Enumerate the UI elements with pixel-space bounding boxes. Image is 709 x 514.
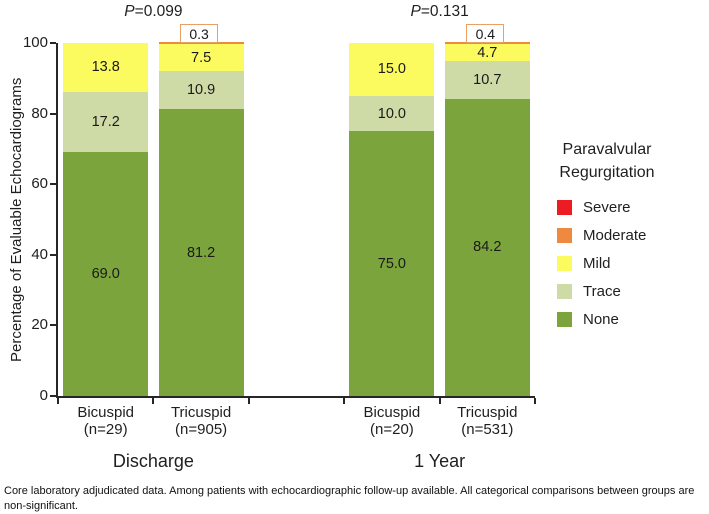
y-tick-mark — [50, 183, 56, 186]
legend-swatch-trace — [557, 283, 572, 299]
legend-label-moderate: Moderate — [583, 226, 647, 244]
bar-segment-none — [444, 98, 530, 396]
bar-category-label: Tricuspid (n=905) — [146, 404, 256, 438]
p-value-label: P=0.131 — [410, 3, 469, 20]
y-axis-line — [56, 43, 58, 398]
y-tick-mark — [50, 395, 56, 397]
moderate-value-box: 0.4 — [466, 24, 505, 43]
bar-segment-mild — [63, 43, 149, 92]
segment-value-label: 75.0 — [377, 255, 406, 272]
p-value-label: P=0.099 — [124, 3, 183, 20]
legend-item-mild: Mild — [543, 249, 671, 277]
valve-type-label: Tricuspid — [457, 404, 518, 421]
y-tick-label: 40 — [31, 245, 48, 263]
x-tick-mark — [247, 398, 250, 404]
y-tick-label: 60 — [31, 175, 48, 193]
valve-type-label: Bicuspid — [363, 404, 421, 421]
x-tick-mark — [438, 398, 441, 404]
segment-value-label: 13.8 — [91, 59, 120, 76]
legend-title-line1: Paravalvular — [562, 141, 652, 158]
segment-value-label: 69.0 — [91, 266, 120, 283]
valve-type-label: Bicuspid — [77, 404, 135, 421]
segment-value-label: 10.7 — [473, 71, 502, 88]
valve-type-label: Tricuspid — [170, 404, 232, 421]
y-tick-label: 20 — [31, 316, 48, 334]
segment-value-label: 7.5 — [191, 49, 212, 66]
legend-label-mild: Mild — [583, 254, 611, 272]
footnote-line1: Core laboratory adjudicated data. Among … — [4, 485, 695, 497]
segment-value-label: 4.7 — [477, 44, 498, 61]
legend-swatch-none — [557, 311, 572, 327]
segment-value-label: 81.2 — [186, 244, 216, 261]
segment-value-label: 10.9 — [186, 82, 216, 99]
p-italic: P — [124, 3, 135, 20]
bar-segment-moderate — [444, 42, 530, 45]
timepoint-group-label: 1 Year — [414, 451, 466, 471]
y-tick-mark — [50, 324, 56, 327]
bar-segment-mild — [349, 43, 435, 96]
x-tick-mark — [152, 398, 155, 404]
sample-size-label: (n=905) — [175, 421, 228, 438]
legend-item-moderate: Moderate — [543, 221, 671, 249]
legend-label-none: None — [583, 310, 619, 328]
y-tick-label: 100 — [22, 34, 48, 51]
y-tick-label: 80 — [31, 104, 48, 122]
legend-label-severe: Severe — [583, 198, 631, 216]
y-tick-mark — [50, 42, 56, 44]
timepoint-group-label: Discharge — [112, 451, 194, 471]
legend: Paravalvular Regurgitation Severe Moderat… — [543, 138, 671, 333]
segment-value-label: 84.2 — [473, 239, 502, 256]
footnote-line2: non-significant. — [4, 500, 78, 512]
x-axis-line — [56, 396, 535, 398]
bar-segment-mild — [158, 44, 244, 71]
bar-segment-trace — [444, 61, 530, 99]
bar-segment-none — [349, 131, 435, 396]
segment-value-label: 15.0 — [377, 61, 406, 78]
segment-value-label: 17.2 — [91, 114, 120, 131]
bar-segment-trace — [349, 95, 435, 132]
bar-segment-none — [158, 109, 244, 396]
y-tick-mark — [50, 112, 56, 115]
y-tick-label: 0 — [39, 387, 48, 404]
legend-swatch-mild — [557, 255, 572, 271]
legend-label-trace: Trace — [583, 282, 621, 300]
bar-category-label: Bicuspid (n=29) — [51, 404, 161, 438]
sample-size-label: (n=29) — [83, 421, 128, 438]
sample-size-label: (n=20) — [370, 421, 414, 438]
bar-segment-moderate — [158, 42, 244, 45]
bar-category-label: Bicuspid (n=20) — [337, 404, 447, 438]
moderate-value-box: 0.3 — [180, 24, 219, 43]
legend-item-none: None — [543, 305, 671, 333]
segment-value-label: 10.0 — [377, 105, 406, 122]
legend-items: Severe Moderate Mild Trace None — [543, 193, 671, 333]
bar-segment-mild — [444, 44, 530, 61]
bar-segment-trace — [63, 91, 149, 153]
bar-category-label: Tricuspid (n=531) — [432, 404, 542, 438]
legend-item-severe: Severe — [543, 193, 671, 221]
legend-title-line2: Regurgitation — [559, 164, 655, 181]
footnote: Core laboratory adjudicated data. Among … — [4, 484, 706, 514]
legend-swatch-severe — [557, 199, 572, 215]
legend-item-trace: Trace — [543, 277, 671, 305]
y-tick-mark — [50, 253, 56, 256]
sample-size-label: (n=531) — [461, 421, 514, 438]
x-tick-mark — [343, 398, 346, 404]
bar-segment-trace — [158, 70, 244, 110]
x-tick-mark — [534, 398, 536, 404]
p-italic: P — [410, 3, 421, 20]
bar-segment-none — [63, 152, 149, 396]
legend-title: Paravalvular Regurgitation — [543, 138, 671, 184]
x-tick-mark — [57, 398, 59, 404]
legend-swatch-moderate — [557, 227, 572, 243]
